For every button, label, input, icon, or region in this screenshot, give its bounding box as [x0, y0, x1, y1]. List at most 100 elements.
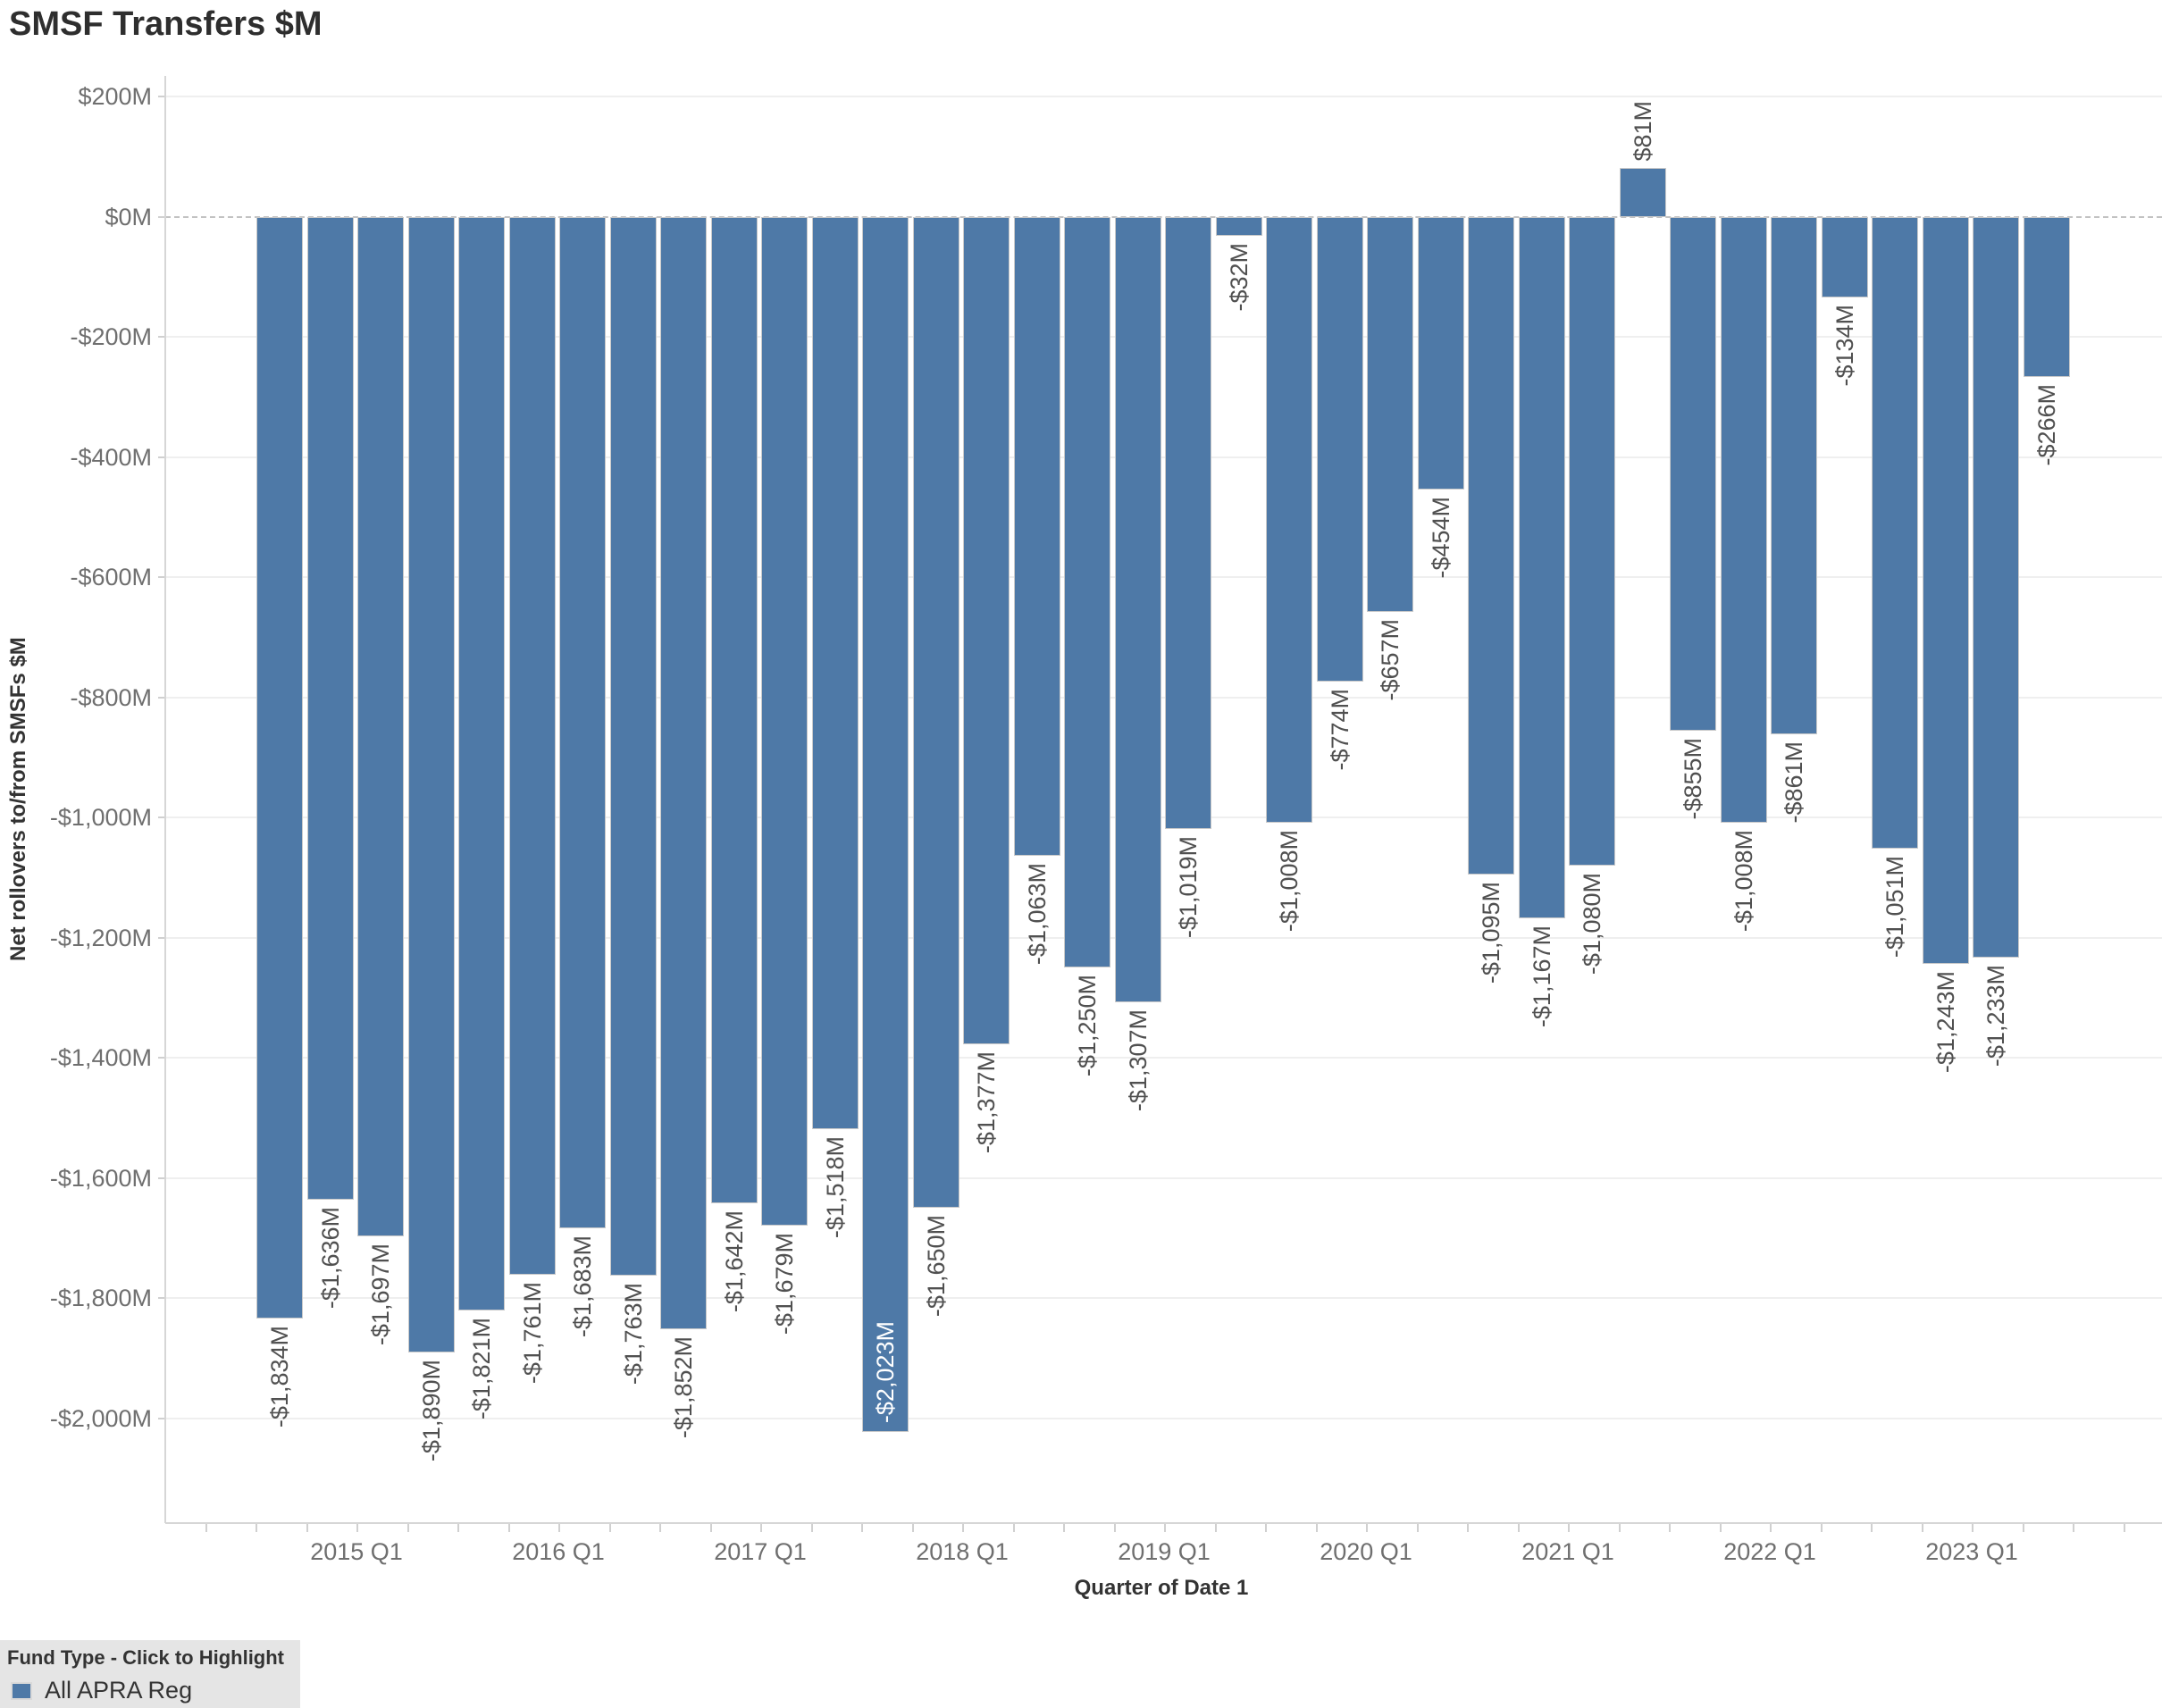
- y-axis-tick-label: -$1,400M: [49, 1044, 152, 1072]
- bar[interactable]: [306, 216, 354, 1200]
- bar[interactable]: [1114, 216, 1161, 1002]
- bar[interactable]: [1013, 216, 1060, 856]
- x-axis-tick: [205, 1524, 207, 1532]
- legend-items: All APRA Reg: [0, 1677, 300, 1704]
- y-axis-tick: [158, 936, 165, 939]
- legend-swatch-icon: [11, 1681, 32, 1700]
- y-axis-tick: [158, 576, 165, 579]
- bar[interactable]: [1215, 216, 1262, 237]
- x-axis-tick: [2022, 1524, 2024, 1532]
- bar[interactable]: [761, 216, 808, 1226]
- x-axis-tick-label: 2016 Q1: [512, 1538, 605, 1565]
- zero-gridline: [165, 215, 2162, 218]
- y-axis-tick: [158, 1057, 165, 1059]
- bar[interactable]: [458, 216, 505, 1311]
- bar-label: -$1,821M: [468, 1318, 495, 1420]
- x-axis-tick: [1921, 1524, 1923, 1532]
- bar[interactable]: [256, 216, 303, 1319]
- x-axis-line: [165, 1522, 2162, 1524]
- bar[interactable]: [862, 216, 909, 1433]
- bar[interactable]: [2023, 216, 2070, 377]
- bar-label: -$1,761M: [518, 1282, 546, 1385]
- bar[interactable]: [1922, 216, 1969, 964]
- bar-label: -$1,763M: [619, 1283, 647, 1386]
- bar[interactable]: [963, 216, 1010, 1044]
- legend-item-label: All APRA Reg: [45, 1677, 193, 1704]
- bar[interactable]: [407, 216, 455, 1352]
- bar[interactable]: [1771, 216, 1817, 734]
- bar-label: -$266M: [2032, 383, 2060, 466]
- bar-label: -$1,377M: [973, 1051, 1000, 1153]
- x-axis-tick-label: 2019 Q1: [1118, 1538, 1211, 1565]
- bar[interactable]: [1165, 216, 1211, 830]
- bar-label: -$454M: [1427, 497, 1454, 579]
- x-axis-tick: [1467, 1524, 1469, 1532]
- bar[interactable]: [1518, 216, 1565, 918]
- bar[interactable]: [508, 216, 556, 1276]
- bar-label: -$1,051M: [1881, 855, 1908, 958]
- bar-label: -$1,518M: [821, 1135, 849, 1238]
- y-axis-line: [164, 76, 166, 1523]
- x-axis-tick: [356, 1524, 358, 1532]
- x-axis-tick-label: 2021 Q1: [1521, 1538, 1614, 1565]
- x-axis-tick-label: 2015 Q1: [310, 1538, 403, 1565]
- bar[interactable]: [1316, 216, 1363, 682]
- bar-label: -$32M: [1225, 243, 1253, 312]
- y-axis-tick-label: -$2,000M: [49, 1404, 152, 1432]
- x-axis-tick: [760, 1524, 762, 1532]
- bar[interactable]: [1468, 216, 1514, 875]
- bar[interactable]: [660, 216, 707, 1330]
- bar[interactable]: [1367, 216, 1413, 612]
- bar[interactable]: [912, 216, 959, 1209]
- bar-label: -$1,080M: [1579, 873, 1605, 975]
- bar-label: -$855M: [1680, 737, 1706, 820]
- bar-label: -$1,636M: [316, 1207, 344, 1310]
- x-axis-tick-label: 2018 Q1: [916, 1538, 1009, 1565]
- bar[interactable]: [1569, 216, 1615, 867]
- bar-label: -$1,642M: [720, 1210, 748, 1313]
- y-axis-tick: [158, 96, 165, 98]
- x-axis-tick: [457, 1524, 459, 1532]
- bar[interactable]: [357, 216, 404, 1237]
- bar[interactable]: [1064, 216, 1110, 968]
- bar-label: -$774M: [1326, 689, 1353, 771]
- x-axis-tick: [1669, 1524, 1671, 1532]
- bar[interactable]: [1821, 216, 1868, 297]
- y-axis-tick: [158, 336, 165, 339]
- x-axis-tick: [306, 1524, 308, 1532]
- y-gridline: [165, 1176, 2162, 1179]
- x-axis-tick: [911, 1524, 914, 1532]
- y-gridline: [165, 1057, 2162, 1059]
- y-axis-tick: [158, 816, 165, 819]
- x-axis-tick: [1315, 1524, 1318, 1532]
- bar-label: -$2,023M: [872, 1321, 899, 1424]
- bar[interactable]: [609, 216, 657, 1277]
- bar[interactable]: [1973, 216, 2019, 958]
- x-axis-tick: [1770, 1524, 1772, 1532]
- bar[interactable]: [811, 216, 859, 1129]
- bar[interactable]: [1670, 216, 1716, 731]
- bar[interactable]: [1266, 216, 1312, 823]
- x-axis-tick: [1265, 1524, 1267, 1532]
- bar[interactable]: [559, 216, 606, 1228]
- bar-label: -$1,233M: [1982, 964, 2009, 1068]
- x-axis-tick-label: 2022 Q1: [1723, 1538, 1816, 1565]
- bar[interactable]: [1619, 168, 1666, 217]
- y-axis-tick: [158, 1297, 165, 1300]
- bar[interactable]: [1417, 216, 1464, 490]
- x-axis-tick: [507, 1524, 510, 1532]
- bar-label: -$1,008M: [1730, 829, 1757, 932]
- x-axis-tick-label: 2017 Q1: [714, 1538, 807, 1565]
- bar[interactable]: [710, 216, 758, 1204]
- y-gridline: [165, 696, 2162, 699]
- y-axis-tick: [158, 456, 165, 458]
- legend-item-all-apra-reg[interactable]: All APRA Reg: [11, 1677, 300, 1704]
- x-axis-tick: [1113, 1524, 1116, 1532]
- bar[interactable]: [1720, 216, 1767, 823]
- bar[interactable]: [1872, 216, 1918, 849]
- x-axis-tick: [558, 1524, 560, 1532]
- x-axis-tick: [1164, 1524, 1166, 1532]
- y-axis-tick-label: -$200M: [70, 323, 152, 351]
- x-axis-tick: [1012, 1524, 1015, 1532]
